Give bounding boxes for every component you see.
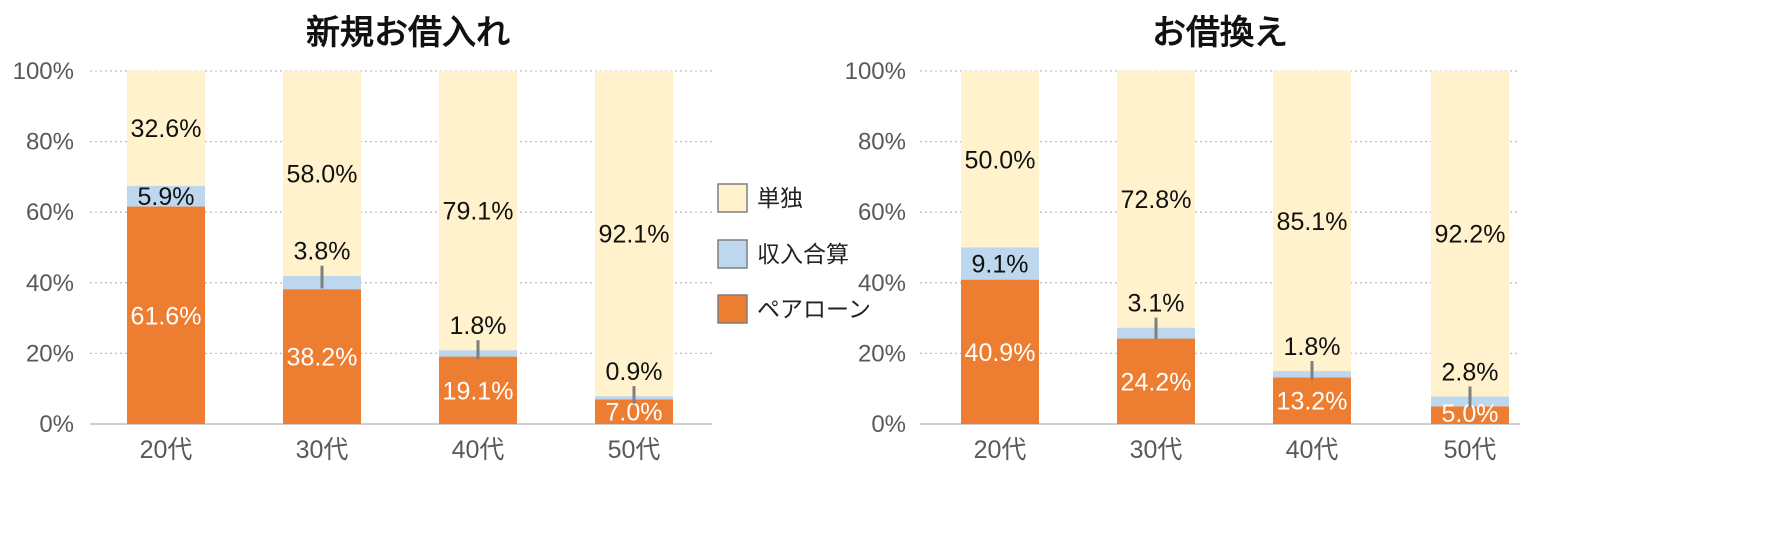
bar-pair-loan	[1431, 406, 1509, 424]
bar-pair-loan	[961, 279, 1039, 424]
chart-new-loan: 新規お借入れ 0% 20% 40% 60% 80% 100% 61.6% 5.9% 32.6% 20…	[13, 14, 712, 464]
data-label: 85.1%	[1277, 208, 1348, 236]
data-label: 58.0%	[287, 160, 358, 188]
data-label: 72.8%	[1121, 186, 1192, 214]
bar-single	[1431, 71, 1509, 397]
x-tick-label: 50代	[1444, 436, 1497, 464]
data-label: 1.8%	[450, 312, 507, 340]
data-label: 1.8%	[1284, 333, 1341, 361]
bar-pair-loan	[1117, 338, 1195, 424]
x-tick-label: 30代	[296, 436, 349, 464]
legend-swatch-pair-loan	[717, 294, 748, 324]
data-label: 0.9%	[606, 358, 663, 386]
data-label: 61.6%	[131, 302, 202, 330]
data-label: 40.9%	[965, 339, 1036, 367]
data-label: 19.1%	[443, 377, 514, 405]
x-tick-label: 20代	[140, 436, 193, 464]
y-tick-label: 80%	[26, 129, 74, 156]
x-tick-label: 20代	[974, 436, 1027, 464]
bar-single	[1117, 70, 1195, 328]
bar-single	[439, 71, 517, 351]
data-label: 9.1%	[972, 251, 1029, 279]
data-label: 38.2%	[287, 344, 358, 372]
y-tick-label: 80%	[858, 129, 906, 156]
bar-pair-loan	[127, 206, 205, 424]
y-tick-label: 60%	[26, 199, 74, 226]
bar-single	[127, 70, 205, 186]
legend-label: 収入合算	[757, 241, 849, 267]
chart-refinance: お借換え 0% 20% 40% 60% 80% 100% 40.9% 9.1% 50.0% 20代 2…	[845, 14, 1520, 464]
legend-swatch-single	[717, 183, 748, 213]
data-label: 13.2%	[1277, 388, 1348, 416]
legend-label: ペアローン	[757, 296, 871, 322]
x-tick-label: 40代	[452, 436, 505, 464]
y-tick-label: 40%	[858, 270, 906, 297]
y-tick-label: 60%	[858, 199, 906, 226]
bar-pair-loan	[283, 289, 361, 424]
x-tick-label: 50代	[608, 436, 661, 464]
bar-single	[595, 71, 673, 397]
bar-combined	[127, 185, 205, 207]
bar-pair-loan	[439, 356, 517, 424]
bar-combined	[961, 247, 1039, 280]
y-tick-label: 100%	[13, 58, 74, 85]
y-tick-label: 0%	[39, 411, 74, 438]
legend-label: 単独	[757, 185, 803, 211]
data-label: 32.6%	[131, 115, 202, 143]
x-tick-label: 40代	[1286, 436, 1339, 464]
bar-single	[961, 71, 1039, 248]
bar-pair-loan	[1273, 377, 1351, 424]
data-label: 2.8%	[1442, 358, 1499, 386]
chart-title: 新規お借入れ	[306, 14, 510, 52]
data-label: 3.8%	[294, 238, 351, 266]
y-tick-label: 20%	[858, 340, 906, 367]
y-tick-label: 40%	[26, 270, 74, 297]
data-label: 5.9%	[138, 183, 195, 211]
x-tick-label: 30代	[1130, 436, 1183, 464]
bar-single	[283, 71, 361, 276]
data-label: 79.1%	[443, 198, 514, 226]
y-tick-label: 0%	[871, 411, 906, 438]
data-label: 50.0%	[965, 146, 1036, 174]
chart-title: お借換え	[1152, 14, 1288, 52]
data-label: 24.2%	[1121, 368, 1192, 396]
y-tick-label: 20%	[26, 340, 74, 367]
y-tick-label: 100%	[845, 58, 906, 85]
data-label: 92.1%	[599, 221, 670, 249]
bar-single	[1273, 70, 1351, 372]
legend-swatch-combined	[717, 239, 748, 269]
data-label: 92.2%	[1435, 221, 1506, 249]
data-label: 3.1%	[1128, 290, 1185, 318]
